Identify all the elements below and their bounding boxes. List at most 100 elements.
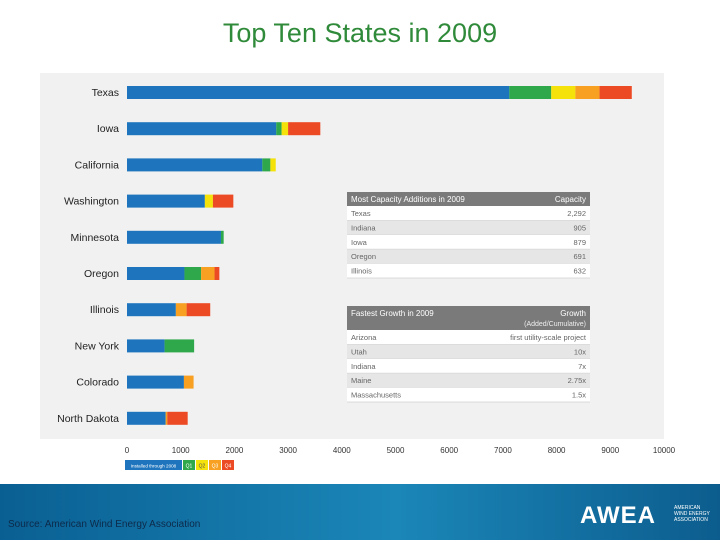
logo-subtitle: AMERICAN WIND ENERGY ASSOCIATION [674,505,710,523]
legend-label: Q1 [186,464,193,470]
x-tick-label: 1000 [172,446,190,455]
logo-sub-line: WIND ENERGY [674,511,710,517]
bar-segment [599,86,632,99]
bar-segment [127,158,263,172]
table-cell-value: 2.75x [568,376,587,385]
x-tick-label: 4000 [333,446,351,455]
bar-segment [165,411,168,425]
x-tick-label: 2000 [226,446,244,455]
bar-segment [262,158,271,172]
table-cell-name: Maine [351,376,371,385]
bar-segment [214,267,220,280]
table-cell-name: Indiana [351,223,376,232]
table-header-value-sub: (Added/Cumulative) [524,321,586,328]
table-row [347,234,590,250]
bar-segment [288,122,321,136]
bar-segment [276,122,282,136]
table-cell-value: 691 [573,252,586,261]
bar-segment [127,230,221,244]
table-row [347,330,590,345]
bar-segment [212,194,234,208]
table-cell-name: Oregon [351,252,376,261]
bar-segment [167,411,188,425]
bar-segment [270,158,276,172]
x-tick-label: 0 [125,446,130,455]
table-cell-name: Arizona [351,333,377,342]
bar-segment [127,339,165,353]
bar-segment [509,86,552,99]
bar-segment [127,194,205,208]
table-cell-value: 905 [573,223,586,232]
bar-segment [164,339,195,353]
table-cell-name: Indiana [351,362,376,371]
legend-label: Q3 [212,464,219,470]
table-row [347,358,590,374]
table-cell-value: 10x [574,347,586,356]
table-header-value: Growth [560,309,586,318]
table-row [347,249,590,264]
table-cell-value: first utility-scale project [510,333,587,342]
category-label: Iowa [97,123,119,135]
awea-logo: AWEA AMERICAN WIND ENERGY ASSOCIATION [580,500,716,532]
category-label: Minnesota [71,232,120,244]
source-note: Source: American Wind Energy Association [8,519,201,530]
bar-segment [186,303,211,317]
bar-segment [127,411,166,425]
table-cell-name: Iowa [351,238,368,247]
table-row [347,387,590,402]
bar-segment [281,122,289,136]
bar-segment [175,303,187,317]
x-tick-label: 10000 [653,446,676,455]
x-tick-label: 8000 [548,446,566,455]
category-label: Oregon [84,268,119,280]
legend-label: Installed through 2008 [131,464,177,469]
table-cell-value: 632 [573,267,586,276]
bar-segment [127,122,277,136]
table-cell-name: Massachusetts [351,391,401,400]
x-tick-label: 6000 [440,446,458,455]
table-cell-name: Texas [351,209,371,218]
bar-segment [204,194,213,208]
category-label: Illinois [90,304,119,316]
table-header [347,192,590,206]
bar-segment [127,267,185,280]
chart: Texas Iowa California Washington Minnesota Or… [57,86,676,470]
table-row [347,263,590,278]
table-row [347,206,590,221]
table-cell-name: Utah [351,347,367,356]
bar-segment [127,375,184,389]
category-label: Washington [64,196,119,208]
category-label: New York [75,340,120,352]
bar-segment [183,375,194,389]
category-label: California [75,159,120,171]
bar-segment [575,86,600,99]
bar-segment [201,267,215,280]
logo-sub-line: ASSOCIATION [674,517,708,523]
legend-swatch [125,460,182,470]
table-cell-name: Illinois [351,267,372,276]
category-label: Colorado [76,377,119,389]
category-label: North Dakota [57,413,119,425]
legend-swatch [209,460,221,470]
table-row [347,344,590,359]
category-label: Texas [92,87,119,99]
bar-segment [220,230,224,244]
logo-text: AWEA [580,502,656,529]
bar-segment [127,86,510,99]
table-cell-value: 7x [578,362,586,371]
bar-segment [127,303,176,317]
footer-bar [0,484,720,540]
bar-segment [184,267,202,280]
table-cell-value: 1.5x [572,391,586,400]
table-cell-value: 2,292 [567,209,586,218]
logo-sub-line: AMERICAN [674,505,701,511]
table-row [347,220,590,235]
table-header-label: Fastest Growth in 2009 [351,309,434,318]
x-tick-label: 9000 [601,446,619,455]
bar-segment [551,86,576,99]
page-title: Top Ten States in 2009 [222,18,498,48]
table-row [347,373,590,388]
x-tick-label: 7000 [494,446,512,455]
table-cell-value: 879 [573,238,586,247]
legend-label: Q4 [225,464,232,470]
